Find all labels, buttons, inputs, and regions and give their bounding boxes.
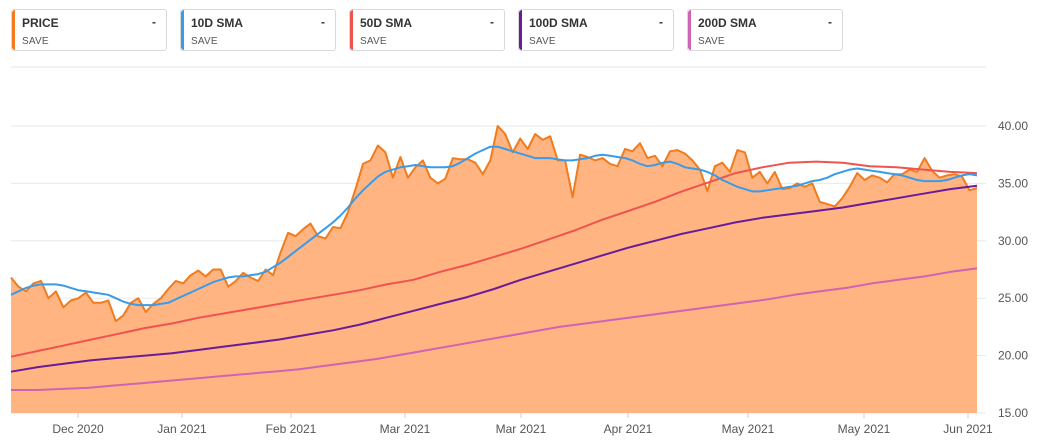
x-tick-label: Jan 2021 xyxy=(157,422,207,436)
legend-value: - xyxy=(490,15,494,29)
x-tick-label: Apr 2021 xyxy=(604,422,653,436)
x-tick-label: Jun 2021 xyxy=(943,422,993,436)
save-button[interactable]: SAVE xyxy=(191,36,218,47)
legend-name: 10D SMA xyxy=(191,16,244,30)
series-line-10d-sma xyxy=(10,145,978,307)
save-button[interactable]: SAVE xyxy=(529,36,556,47)
legend-swatch xyxy=(688,10,691,50)
y-tick-label: 30.00 xyxy=(998,234,1028,248)
x-tick-label: Mar 2021 xyxy=(496,422,547,436)
legend-card-100d-sma[interactable]: 100D SMA - SAVE xyxy=(518,9,674,51)
series-line-100d-sma xyxy=(10,184,978,373)
y-tick-label: 15.00 xyxy=(998,406,1028,420)
legend-value: - xyxy=(152,15,156,29)
legend-swatch xyxy=(12,10,15,50)
y-tick-label: 20.00 xyxy=(998,349,1028,363)
price-area xyxy=(11,126,977,413)
legend-name: PRICE xyxy=(22,16,59,30)
y-tick-label: 25.00 xyxy=(998,291,1028,305)
legend-card-50d-sma[interactable]: 50D SMA - SAVE xyxy=(349,9,505,51)
legend-swatch xyxy=(519,10,522,50)
legend-value: - xyxy=(659,15,663,29)
legend-name: 200D SMA xyxy=(698,16,757,30)
x-tick-label: May 2021 xyxy=(838,422,891,436)
legend-card-price[interactable]: PRICE - SAVE xyxy=(11,9,167,51)
series-line-200d-sma xyxy=(11,267,978,391)
legend-card-10d-sma[interactable]: 10D SMA - SAVE xyxy=(180,9,336,51)
series-line-price xyxy=(10,125,978,323)
legend-card-200d-sma[interactable]: 200D SMA - SAVE xyxy=(687,9,843,51)
y-tick-label: 40.00 xyxy=(998,119,1028,133)
series-line-50d-sma xyxy=(10,160,978,358)
legend-value: - xyxy=(321,15,325,29)
legend-swatch xyxy=(181,10,184,50)
y-axis: 40.00 35.00 30.00 25.00 20.00 15.00 xyxy=(998,119,1028,420)
legend-value: - xyxy=(828,15,832,29)
save-button[interactable]: SAVE xyxy=(360,36,387,47)
y-tick-label: 35.00 xyxy=(998,176,1028,190)
series-lines xyxy=(10,125,978,391)
legend-name: 100D SMA xyxy=(529,16,588,30)
x-tick-label: Dec 2020 xyxy=(52,422,104,436)
save-button[interactable]: SAVE xyxy=(698,36,725,47)
x-tick-label: Feb 2021 xyxy=(266,422,317,436)
x-axis: Dec 2020 Jan 2021 Feb 2021 Mar 2021 Mar 2021… xyxy=(52,413,993,436)
legend: PRICE - SAVE 10D SMA - SAVE 50D SMA - SA… xyxy=(11,9,843,51)
x-tick-label: May 2021 xyxy=(722,422,775,436)
legend-swatch xyxy=(350,10,353,50)
legend-name: 50D SMA xyxy=(360,16,413,30)
save-button[interactable]: SAVE xyxy=(22,36,49,47)
x-tick-label: Mar 2021 xyxy=(380,422,431,436)
price-area-fill xyxy=(11,126,977,413)
